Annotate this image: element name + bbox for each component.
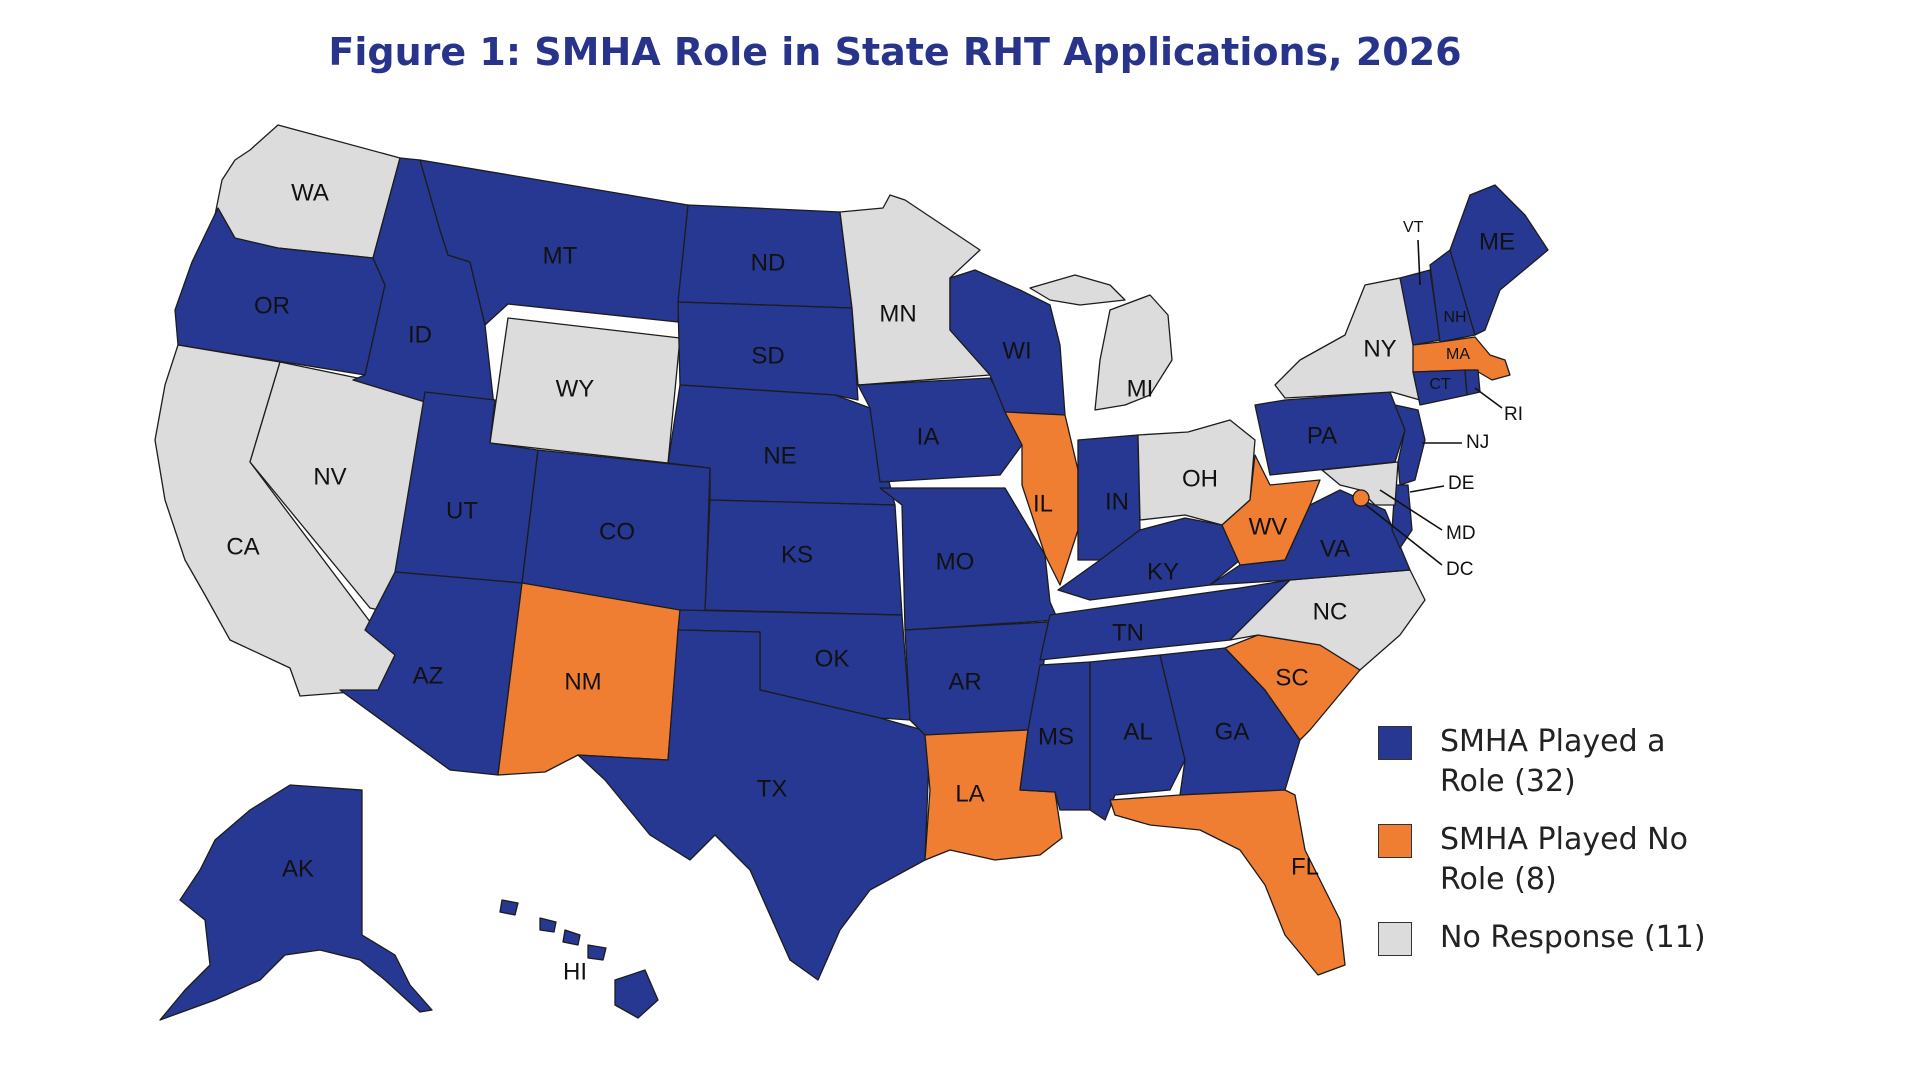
label-sc: SC <box>1275 664 1308 691</box>
label-nd: ND <box>751 249 786 276</box>
legend-label: Role (32) <box>1440 764 1576 799</box>
state-il[interactable] <box>1004 411 1079 586</box>
label-ma: MA <box>1446 346 1470 363</box>
label-de: DE <box>1448 473 1474 494</box>
label-az: AZ <box>413 662 444 689</box>
label-ct: CT <box>1429 376 1451 393</box>
label-sd: SD <box>751 342 784 369</box>
state-me[interactable] <box>1449 184 1549 336</box>
state-wv[interactable] <box>1221 454 1321 566</box>
label-mo: MO <box>936 548 975 575</box>
label-wv: WV <box>1249 513 1288 540</box>
label-or: OR <box>254 292 290 319</box>
legend-swatch-norole <box>1378 824 1412 858</box>
state-mo[interactable] <box>879 487 1059 631</box>
legend-item-role: SMHA Played a Role (32) <box>1378 722 1798 802</box>
label-ak: AK <box>282 855 314 882</box>
state-md[interactable] <box>1321 461 1399 506</box>
label-id: ID <box>408 321 432 348</box>
legend-label: SMHA Played a <box>1440 724 1666 759</box>
state-wi[interactable] <box>949 269 1066 416</box>
label-ok: OK <box>815 645 850 672</box>
label-ut: UT <box>446 497 478 524</box>
label-ri: RI <box>1504 404 1523 425</box>
state-ak[interactable] <box>159 784 433 1021</box>
state-labels: WA OR CA NV ID MT WY UT AZ CO NM ND SD N… <box>226 179 1523 985</box>
label-tx: TX <box>757 775 788 802</box>
label-ne: NE <box>763 442 796 469</box>
label-ms: MS <box>1038 723 1074 750</box>
legend-item-none: No Response (11) <box>1378 918 1798 958</box>
label-va: VA <box>1320 535 1350 562</box>
legend-label: SMHA Played No <box>1440 822 1688 857</box>
label-al: AL <box>1123 718 1152 745</box>
label-la: LA <box>955 780 984 807</box>
label-nv: NV <box>313 463 346 490</box>
state-mi[interactable] <box>1029 274 1173 411</box>
label-il: IL <box>1033 490 1053 517</box>
label-wi: WI <box>1002 337 1031 364</box>
label-ca: CA <box>226 533 259 560</box>
label-vt: VT <box>1403 219 1424 236</box>
state-ri[interactable] <box>1464 369 1481 396</box>
label-mn: MN <box>879 300 916 327</box>
legend-swatch-none <box>1378 922 1412 956</box>
figure-title: Figure 1: SMHA Role in State RHT Applica… <box>328 30 1462 74</box>
label-ky: KY <box>1147 558 1179 585</box>
label-ar: AR <box>948 668 981 695</box>
label-mi: MI <box>1127 375 1154 402</box>
label-ks: KS <box>781 541 813 568</box>
legend-text-none: No Response (11) <box>1440 918 1706 958</box>
legend-item-norole: SMHA Played No Role (8) <box>1378 820 1798 900</box>
state-sd[interactable] <box>677 301 859 401</box>
label-dc: DC <box>1446 559 1473 580</box>
state-ny[interactable] <box>1274 277 1426 401</box>
label-ga: GA <box>1215 718 1250 745</box>
label-nc: NC <box>1313 598 1348 625</box>
legend-swatch-role <box>1378 726 1412 760</box>
label-wa: WA <box>291 179 329 206</box>
label-fl: FL <box>1291 853 1319 880</box>
label-ia: IA <box>917 423 940 450</box>
legend-label: No Response (11) <box>1440 920 1706 955</box>
label-hi: HI <box>563 958 587 985</box>
state-fl[interactable] <box>1109 789 1346 976</box>
label-ny: NY <box>1363 335 1396 362</box>
label-co: CO <box>599 518 635 545</box>
label-tn: TN <box>1112 619 1144 646</box>
state-hi[interactable] <box>499 899 659 1019</box>
label-in: IN <box>1105 488 1129 515</box>
label-me: ME <box>1479 228 1515 255</box>
state-tx[interactable] <box>577 629 931 981</box>
label-pa: PA <box>1307 422 1337 449</box>
state-nj[interactable] <box>1394 404 1426 486</box>
state-dc[interactable] <box>1352 489 1370 507</box>
legend-text-role: SMHA Played a Role (32) <box>1440 722 1666 802</box>
legend-text-norole: SMHA Played No Role (8) <box>1440 820 1688 900</box>
legend-label: Role (8) <box>1440 862 1557 897</box>
label-oh: OH <box>1182 465 1218 492</box>
legend: SMHA Played a Role (32) SMHA Played No R… <box>1378 722 1798 976</box>
label-wy: WY <box>556 375 595 402</box>
label-mt: MT <box>543 242 578 269</box>
state-ca[interactable] <box>154 344 396 697</box>
label-nj: NJ <box>1466 432 1489 453</box>
label-nm: NM <box>564 668 601 695</box>
label-nh: NH <box>1443 309 1466 326</box>
label-md: MD <box>1446 523 1476 544</box>
